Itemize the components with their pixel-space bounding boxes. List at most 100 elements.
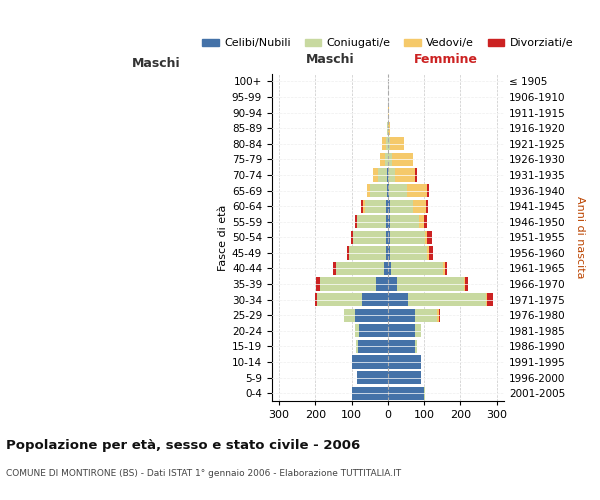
Bar: [388, 340, 415, 353]
Bar: [383, 262, 388, 275]
Bar: [427, 246, 428, 260]
Bar: [389, 137, 404, 150]
Bar: [465, 278, 469, 290]
Bar: [388, 308, 415, 322]
Bar: [347, 246, 349, 260]
Bar: [419, 215, 424, 228]
Bar: [388, 278, 397, 290]
Bar: [388, 262, 391, 275]
Bar: [388, 137, 389, 150]
Bar: [425, 230, 427, 244]
Bar: [387, 184, 388, 197]
Bar: [337, 262, 383, 275]
Bar: [391, 262, 443, 275]
Bar: [388, 184, 389, 197]
Text: Popolazione per età, sesso e stato civile - 2006: Popolazione per età, sesso e stato civil…: [6, 440, 360, 452]
Bar: [445, 262, 447, 275]
Bar: [320, 278, 376, 290]
Bar: [426, 200, 428, 213]
Bar: [355, 308, 388, 322]
Bar: [427, 184, 428, 197]
Bar: [363, 200, 365, 213]
Bar: [365, 200, 386, 213]
Bar: [415, 340, 417, 353]
Bar: [390, 230, 425, 244]
Bar: [316, 293, 317, 306]
Bar: [376, 278, 388, 290]
Bar: [487, 293, 493, 306]
Bar: [380, 153, 385, 166]
Y-axis label: Fasce di età: Fasce di età: [218, 204, 227, 270]
Bar: [397, 278, 464, 290]
Bar: [388, 293, 408, 306]
Bar: [464, 278, 465, 290]
Bar: [388, 200, 389, 213]
Bar: [386, 215, 388, 228]
Bar: [386, 246, 388, 260]
Bar: [358, 215, 386, 228]
Bar: [486, 293, 487, 306]
Bar: [391, 246, 427, 260]
Bar: [386, 137, 388, 150]
Bar: [389, 215, 419, 228]
Bar: [389, 184, 407, 197]
Bar: [355, 215, 358, 228]
Bar: [388, 122, 390, 135]
Bar: [424, 215, 427, 228]
Bar: [395, 168, 415, 181]
Bar: [356, 340, 358, 353]
Bar: [378, 168, 387, 181]
Bar: [349, 246, 386, 260]
Bar: [388, 153, 392, 166]
Bar: [358, 340, 388, 353]
Bar: [317, 293, 362, 306]
Text: COMUNE DI MONTIRONE (BS) - Dati ISTAT 1° gennaio 2006 - Elaborazione TUTTITALIA.: COMUNE DI MONTIRONE (BS) - Dati ISTAT 1°…: [6, 468, 401, 477]
Bar: [386, 230, 388, 244]
Bar: [388, 356, 421, 368]
Bar: [407, 184, 427, 197]
Text: Maschi: Maschi: [131, 58, 180, 70]
Bar: [388, 215, 389, 228]
Bar: [344, 308, 355, 322]
Text: Femmine: Femmine: [414, 53, 478, 66]
Bar: [373, 168, 378, 181]
Bar: [413, 200, 426, 213]
Bar: [357, 371, 388, 384]
Bar: [352, 386, 388, 400]
Bar: [316, 278, 320, 290]
Bar: [388, 371, 421, 384]
Bar: [443, 262, 445, 275]
Bar: [415, 324, 421, 338]
Bar: [388, 230, 390, 244]
Bar: [424, 386, 425, 400]
Bar: [427, 230, 432, 244]
Y-axis label: Anni di nascita: Anni di nascita: [575, 196, 585, 278]
Bar: [387, 122, 388, 135]
Bar: [408, 293, 486, 306]
Bar: [333, 262, 337, 275]
Bar: [385, 153, 388, 166]
Bar: [367, 184, 370, 197]
Bar: [388, 386, 424, 400]
Bar: [389, 200, 413, 213]
Bar: [387, 168, 388, 181]
Bar: [361, 200, 363, 213]
Bar: [353, 230, 386, 244]
Bar: [388, 246, 391, 260]
Bar: [428, 246, 433, 260]
Bar: [388, 106, 389, 119]
Bar: [352, 356, 388, 368]
Bar: [392, 153, 413, 166]
Text: Maschi: Maschi: [305, 53, 354, 66]
Bar: [388, 168, 395, 181]
Bar: [362, 293, 388, 306]
Bar: [439, 308, 440, 322]
Bar: [359, 324, 388, 338]
Bar: [355, 324, 359, 338]
Legend: Celibi/Nubili, Coniugati/e, Vedovi/e, Divorziati/e: Celibi/Nubili, Coniugati/e, Vedovi/e, Di…: [202, 38, 574, 48]
Bar: [382, 137, 386, 150]
Bar: [386, 200, 388, 213]
Bar: [415, 308, 437, 322]
Bar: [370, 184, 387, 197]
Bar: [388, 324, 415, 338]
